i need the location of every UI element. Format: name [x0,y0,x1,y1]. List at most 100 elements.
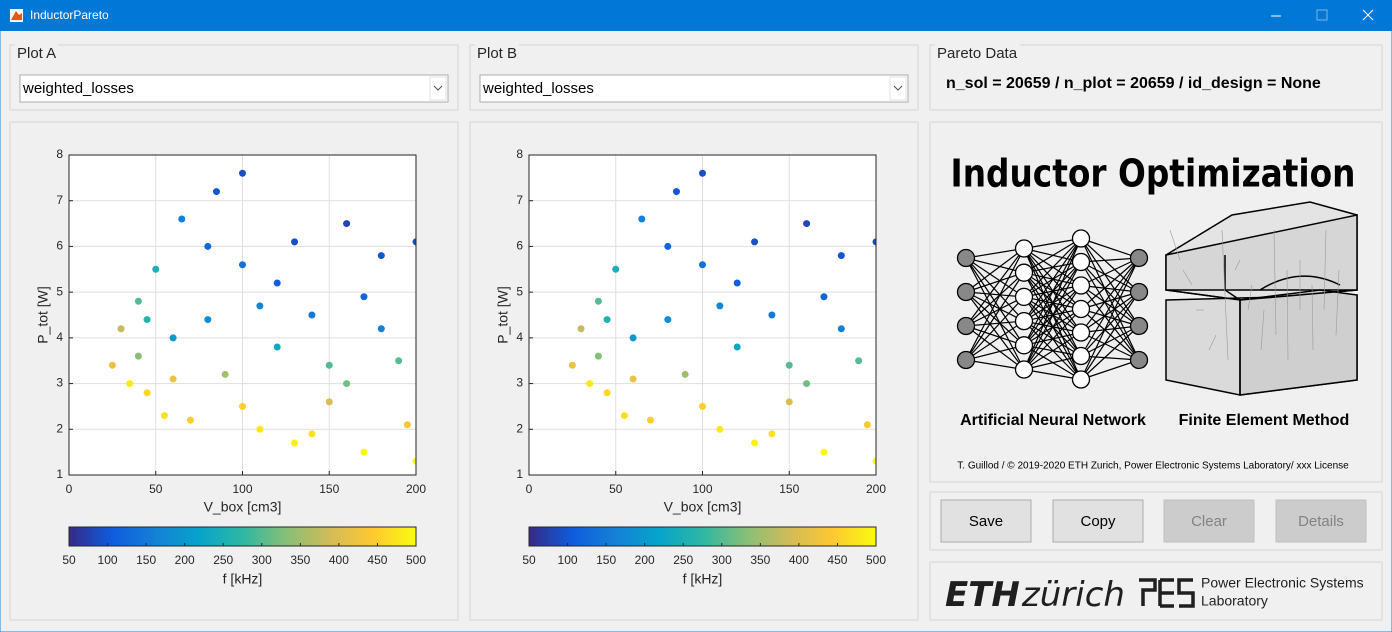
button-face[interactable] [940,499,1032,543]
button[interactable]: Save [940,499,1032,543]
dropdown-box[interactable] [479,74,909,103]
colorbar-tick-label: 300 [252,553,272,567]
scatter-point [256,425,264,433]
nn-node [1071,370,1091,389]
nn-edge [965,296,1025,327]
scatter-point [291,238,299,246]
nn-edge [1080,325,1140,380]
button-face [1163,499,1255,543]
scatter-point [212,188,220,196]
app-icon-shape [11,11,22,20]
scatter-point [221,370,229,378]
x-tick-label: 150 [779,482,799,496]
nn-node [1014,263,1034,282]
dropdown-value[interactable]: weighted_losses [22,80,134,97]
scatter-point [239,402,246,410]
fem-mesh [1286,269,1289,361]
nn-edge [965,291,1025,370]
colorbar-tick-label: 450 [367,553,387,567]
scatter-point [803,380,811,388]
colorbar-tick-label: 450 [827,553,847,567]
eth-bold: ETH [945,575,1020,615]
pes-logo [1158,578,1174,608]
dropdown-value[interactable]: weighted_losses [482,80,594,97]
scatter-point [629,334,637,342]
nn-edge [1023,308,1082,370]
close-button[interactable] [1362,9,1374,21]
scatter-point [325,398,333,406]
button[interactable]: Copy [1052,499,1144,543]
dropdown-arrow[interactable] [893,85,903,91]
colorbar-label: f [kHz] [683,571,723,587]
scatter-point [603,316,611,324]
colorbar-tick-label: 350 [290,553,310,567]
dropdown-arrow[interactable] [433,85,443,91]
panel [9,44,459,111]
nn-edge [965,320,1025,327]
dropdown-arrow-box[interactable] [889,76,907,101]
scatter-point [699,169,706,177]
nn-node [1071,346,1091,366]
maximize-button[interactable] [1316,9,1328,21]
scatter-point [586,380,594,388]
scatter-point [872,238,876,246]
scatter-point [360,293,368,301]
scatter-point [204,316,212,324]
nn-edge [965,257,1025,346]
y-tick-label: 6 [516,239,523,253]
dropdown-arrow-box[interactable] [429,76,447,101]
colorbar-label: f [kHz] [223,571,263,587]
nn-node [956,248,976,268]
nn-edge [1080,325,1140,357]
nn-edge [965,291,1025,322]
x-tick-label: 100 [692,482,712,496]
nn-edge [965,272,1025,361]
scatter-point [820,448,828,456]
fem-mesh [1182,269,1193,286]
scatter-point [620,412,628,420]
scatter-point [820,293,828,301]
colorbar [528,526,877,547]
colorbar-tick-label: 250 [673,553,693,567]
scatter-point [672,188,680,196]
nn-edge [965,325,1025,346]
nn-node [1129,316,1149,336]
banner-title: Inductor Optimization [951,152,1356,196]
button-label[interactable]: Copy [1080,513,1116,530]
x-tick-label: 50 [609,482,623,496]
colorbar-tick-label: 150 [136,553,156,567]
nn-edge [965,272,1025,327]
panel [929,44,1383,111]
fem-mesh [1234,259,1241,271]
scatter-point [377,252,385,260]
colorbar-tick-label: 200 [175,553,195,567]
nn-edge [1080,261,1140,361]
nn-node [1014,239,1034,258]
nn-node [1014,336,1034,355]
fem-shape [1239,289,1358,396]
dropdown-box[interactable] [19,74,449,103]
nn-edge [1080,257,1140,287]
scatter-point [343,380,351,388]
pes-logo [1177,578,1195,608]
button: Clear [1163,499,1255,543]
y-tick-label: 5 [56,284,63,298]
colorbar-tick-label: 500 [406,553,426,567]
y-tick-label: 2 [56,421,63,435]
scatter-point [169,375,177,383]
eth-light: zürich [1021,575,1125,615]
dropdown[interactable]: weighted_losses [19,74,449,103]
y-tick-label: 4 [516,330,523,344]
button-face[interactable] [1052,499,1144,543]
nn-node [1014,287,1034,307]
scatter-point [178,215,186,223]
scatter-point [681,370,689,378]
fem-mesh [1323,229,1327,311]
nn-edge [965,248,1025,327]
button-label[interactable]: Save [969,513,1003,530]
x-axis-label: V_box [cm3] [204,499,282,515]
dropdown[interactable]: weighted_losses [479,74,909,103]
nn-node [1129,282,1149,302]
nn-edge [965,247,1025,259]
nn-edge [1023,238,1082,370]
